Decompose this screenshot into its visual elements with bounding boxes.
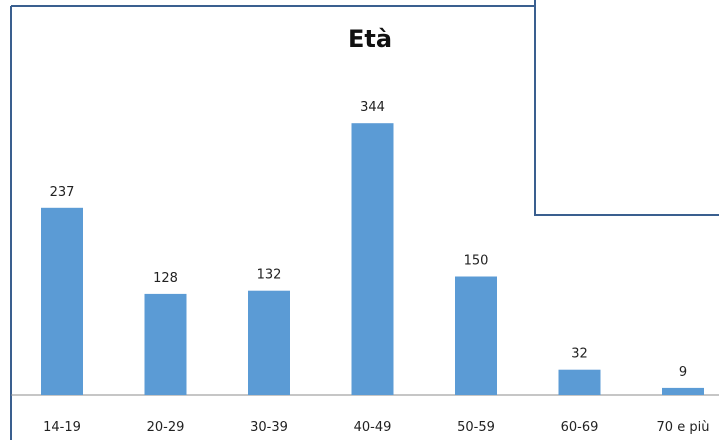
x-tick-label: 50-59: [457, 420, 495, 435]
x-tick-labels-group: 14-19 20-29 30-39 40-49 50-59 60-69 70 e più: [43, 420, 709, 435]
data-label: 150: [464, 254, 489, 269]
data-label: 32: [571, 347, 588, 362]
x-tick-label: 30-39: [250, 420, 288, 435]
x-tick-label: 60-69: [561, 420, 599, 435]
data-label: 128: [153, 271, 178, 286]
overlay-panel-border: [534, 0, 719, 216]
bar-14-19: [41, 207, 83, 395]
chart-title: Età: [348, 25, 392, 53]
data-label: 132: [257, 268, 282, 283]
x-tick-label: 40-49: [354, 420, 392, 435]
x-tick-label: 14-19: [43, 420, 81, 435]
data-label: 237: [50, 185, 75, 200]
x-tick-label: 70 e più: [657, 420, 710, 435]
data-label: 9: [679, 365, 687, 380]
bar-60-69: [558, 369, 601, 395]
bar-70-e-più: [662, 387, 704, 395]
bar-50-59: [455, 276, 497, 395]
bars-group: [41, 123, 704, 395]
x-tick-label: 20-29: [147, 420, 185, 435]
data-labels-group: 237 128 132 344 150 32 9: [50, 100, 688, 380]
bar-20-29: [144, 293, 187, 395]
bar-40-49: [351, 123, 394, 395]
data-label: 344: [360, 100, 385, 115]
bar-30-39: [248, 290, 290, 395]
